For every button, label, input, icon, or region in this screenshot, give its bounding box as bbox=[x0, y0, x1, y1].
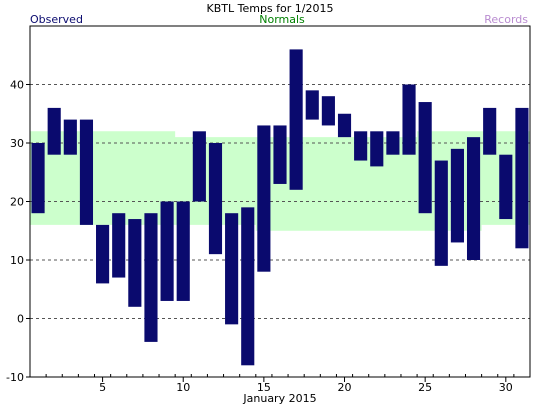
observed-bar-day-10 bbox=[176, 201, 190, 301]
y-tick-label: 20 bbox=[10, 196, 24, 209]
observed-bar-day-27 bbox=[450, 148, 464, 243]
x-tick-label: 25 bbox=[418, 381, 432, 394]
observed-bar-day-19 bbox=[321, 96, 335, 126]
observed-bar-day-12 bbox=[208, 143, 223, 255]
x-axis-label: January 2015 bbox=[242, 392, 316, 405]
observed-bar-day-21 bbox=[354, 131, 368, 161]
x-tick-label: 10 bbox=[176, 381, 190, 394]
y-tick-label: 40 bbox=[10, 79, 24, 92]
observed-bar-day-3 bbox=[63, 119, 77, 155]
observed-bar-day-5 bbox=[96, 224, 110, 284]
observed-bar-day-6 bbox=[112, 213, 126, 278]
observed-bar-day-17 bbox=[289, 49, 303, 190]
observed-bar-day-29 bbox=[483, 107, 497, 155]
observed-bar-day-1 bbox=[31, 143, 45, 214]
legend-normals: Normals bbox=[259, 13, 305, 26]
observed-bars bbox=[31, 49, 529, 366]
observed-bar-day-11 bbox=[192, 131, 206, 202]
observed-bar-day-2 bbox=[47, 107, 61, 155]
observed-bar-day-9 bbox=[160, 201, 174, 301]
observed-bar-day-28 bbox=[466, 137, 481, 260]
observed-bar-day-31 bbox=[515, 107, 529, 249]
observed-bar-day-25 bbox=[418, 102, 432, 214]
observed-bar-day-20 bbox=[337, 113, 352, 138]
observed-bar-day-24 bbox=[402, 84, 416, 155]
legend-records: Records bbox=[484, 13, 528, 26]
observed-bar-day-8 bbox=[144, 213, 158, 342]
plot-frame bbox=[29, 25, 531, 378]
observed-bar-day-23 bbox=[386, 131, 400, 155]
x-tick-label: 15 bbox=[257, 381, 271, 394]
observed-bar-day-30 bbox=[499, 154, 513, 220]
observed-bar-day-22 bbox=[370, 131, 384, 167]
x-tick-label: 30 bbox=[499, 381, 513, 394]
y-tick-label: 10 bbox=[10, 254, 24, 267]
observed-bar-day-18 bbox=[305, 90, 319, 120]
axes: -10 0 10 20 30 40 5 10 15 20 25 30 bbox=[6, 25, 531, 394]
y-tick-label: 30 bbox=[10, 137, 24, 150]
observed-bar-day-13 bbox=[225, 213, 239, 325]
observed-bar-day-14 bbox=[241, 207, 255, 366]
observed-bar-day-4 bbox=[79, 119, 94, 225]
observed-bar-day-26 bbox=[434, 160, 448, 266]
observed-bar-day-15 bbox=[257, 125, 271, 272]
y-tick-label: -10 bbox=[6, 371, 24, 384]
y-tick-label: 0 bbox=[17, 313, 24, 326]
legend-observed: Observed bbox=[30, 13, 83, 26]
observed-bar-day-16 bbox=[273, 125, 287, 184]
x-tick-label: 20 bbox=[338, 381, 352, 394]
observed-bar-day-7 bbox=[128, 219, 142, 307]
chart-title: KBTL Temps for 1/2015 bbox=[207, 2, 334, 15]
x-tick-label: 5 bbox=[99, 381, 106, 394]
